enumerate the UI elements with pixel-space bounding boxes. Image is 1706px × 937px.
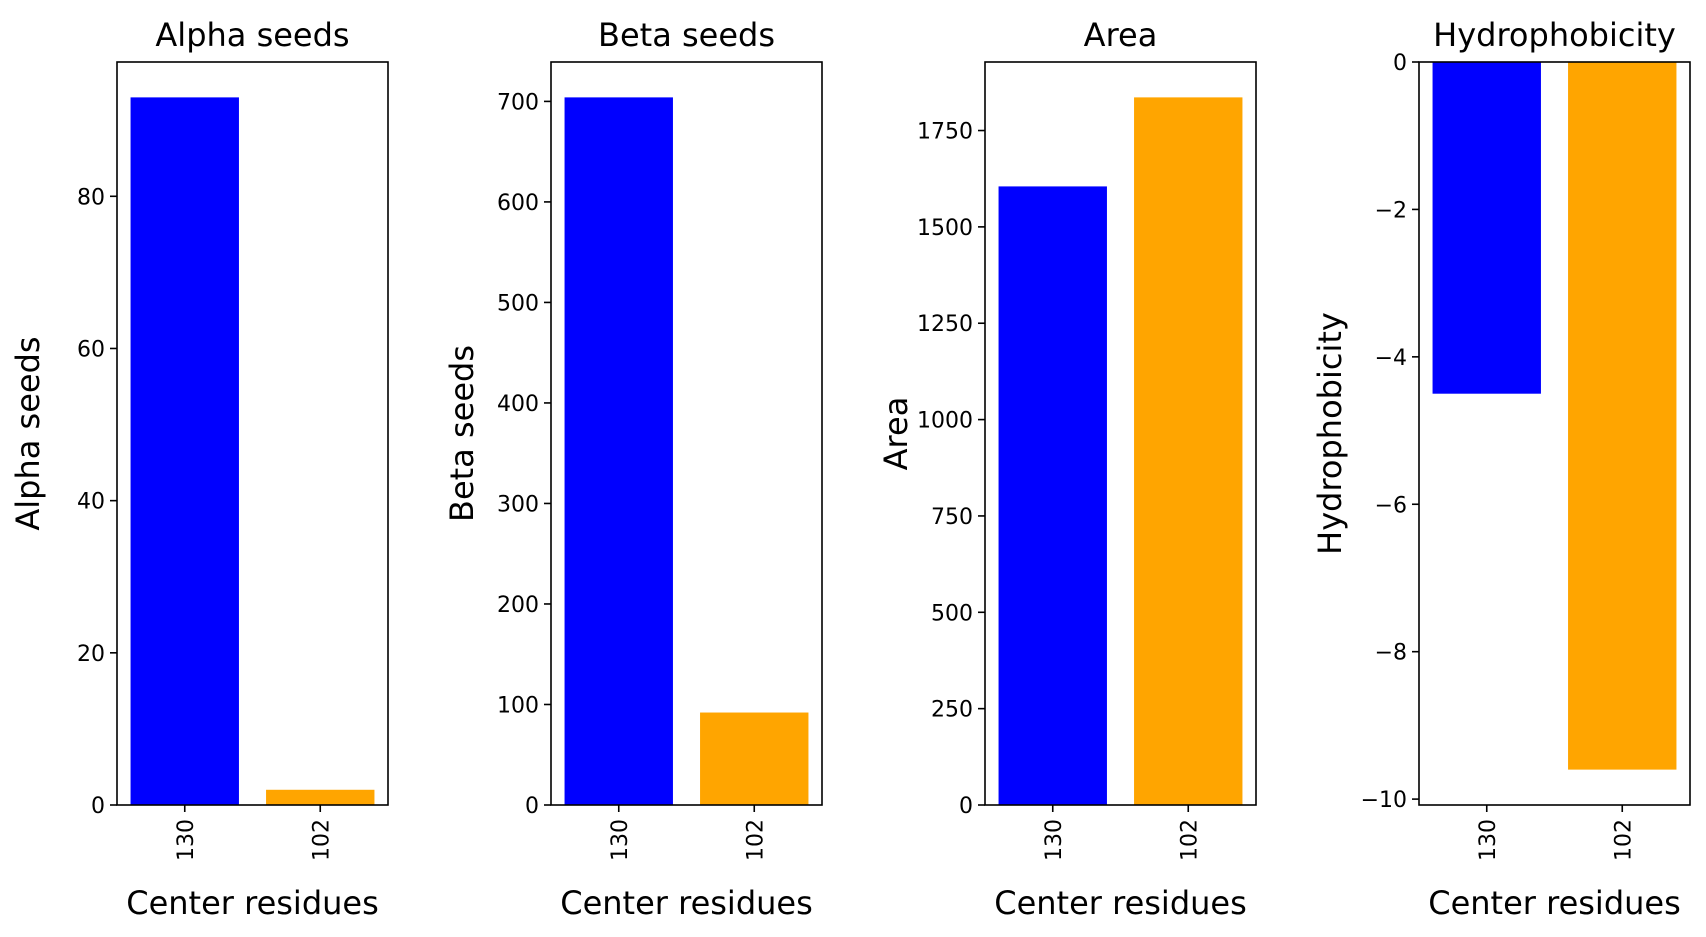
y-axis-label: Alpha seeds [9,336,47,530]
bar-130 [1432,62,1541,394]
y-tick-label: 250 [931,698,973,723]
y-tick-label: 1750 [917,120,973,145]
y-tick-label: −8 [1375,641,1407,666]
bar-130 [998,186,1107,805]
y-axis-label: Area [877,397,915,471]
y-tick-label: 0 [525,794,539,819]
y-tick-label: 0 [1393,51,1407,76]
y-tick-label: 20 [77,642,105,667]
y-tick-label: −4 [1375,346,1407,371]
y-tick-label: 60 [77,337,105,362]
bar-102 [266,789,375,805]
x-axis-label: Center residues [126,884,379,922]
y-tick-label: 500 [931,601,973,626]
axes-frame [116,61,389,806]
y-axis-label: Beta seeds [443,345,481,522]
y-tick-label: −10 [1361,788,1407,813]
y-tick-label: 0 [959,794,973,819]
x-tick-label: 102 [309,819,334,861]
x-tick-label: 130 [608,819,633,861]
y-tick-label: 1000 [917,409,973,434]
bar-102 [1134,97,1243,805]
y-tick-label: 1500 [917,216,973,241]
chart-title: Beta seeds [598,16,775,54]
y-tick-label: 80 [77,185,105,210]
chart-title: Area [1084,16,1158,54]
y-tick-label: 1250 [917,312,973,337]
axes-frame [1418,61,1691,806]
bar-102 [1568,62,1677,770]
x-tick-label: 102 [1611,819,1636,861]
chart-panel-1: 0 20 40 60 80 130 102 Alpha seeds Center residue… [9,16,389,922]
x-tick-label: 130 [1042,819,1067,861]
x-tick-label: 130 [1476,819,1501,861]
y-tick-label: 500 [497,291,539,316]
chart-panel-4: −10 −8 −6 −4 −2 0 130 102 Hydrophobicity Center r… [1311,16,1691,922]
y-tick-label: 40 [77,490,105,515]
x-axis-label: Center residues [994,884,1247,922]
y-axis-label: Hydrophobicity [1311,312,1349,555]
y-tick-label: 700 [497,90,539,115]
y-tick-label: 0 [91,794,105,819]
chart-title: Hydrophobicity [1433,16,1676,54]
axes-frame [984,61,1257,806]
y-tick-label: 750 [931,505,973,530]
x-axis-label: Center residues [1428,884,1681,922]
bar-130 [564,97,673,805]
x-tick-label: 102 [743,819,768,861]
chart-title: Alpha seeds [155,16,349,54]
x-tick-label: 130 [174,819,199,861]
y-tick-label: 100 [497,693,539,718]
chart-panel-2: 0 100 200 300 400 500 600 700 130 102 Beta seeds Ce… [443,16,823,922]
chart-panel-3: 0 250 500 750 1000 1250 1500 1750 130 102 Area Cent… [877,16,1257,922]
bar-102 [700,712,809,805]
axes-frame [550,61,823,806]
y-tick-label: 200 [497,593,539,618]
x-tick-label: 102 [1177,819,1202,861]
y-tick-label: −6 [1375,493,1407,518]
x-axis-label: Center residues [560,884,813,922]
y-tick-label: 300 [497,492,539,517]
bar-130 [130,97,239,805]
y-tick-label: 600 [497,191,539,216]
y-tick-label: −2 [1375,198,1407,223]
y-tick-label: 400 [497,392,539,417]
